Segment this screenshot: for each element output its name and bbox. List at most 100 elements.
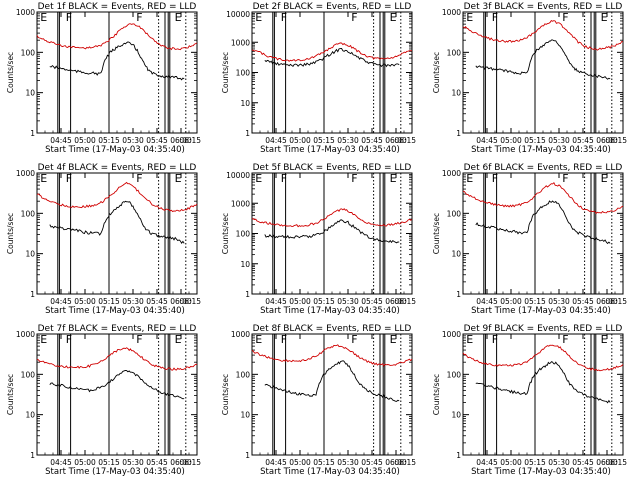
x-tick-label: 05:15 — [524, 458, 546, 467]
x-tick-label: 04:45 — [476, 136, 498, 145]
lld-rate-series — [36, 181, 198, 213]
panel-det-1: Det 1f BLACK = Events, RED = LLD 1 10 100 10… — [6, 2, 201, 155]
x-tick-label: 06:00 — [596, 297, 618, 306]
interval-marker-f: F — [66, 11, 72, 24]
lld-rate-series — [36, 347, 198, 371]
interval-marker-f: F — [351, 11, 357, 24]
y-tick-label: 100 — [236, 370, 251, 379]
event-rate-series — [475, 200, 611, 245]
event-rate-series — [475, 361, 611, 404]
interval-marker-e: E — [255, 172, 262, 185]
plot-frame — [462, 172, 624, 295]
y-tick-label: 1 — [30, 451, 35, 460]
x-tick-label: 05:15 — [313, 136, 335, 145]
plot-frame — [36, 172, 198, 295]
x-tick-label: 05:15 — [313, 458, 335, 467]
lld-rate-series — [251, 344, 413, 367]
interval-marker-f: F — [281, 333, 287, 346]
interval-marker-f: F — [351, 333, 357, 346]
x-tick-label: 04:45 — [50, 458, 72, 467]
y-axis-label: Counts/sec — [432, 213, 441, 254]
interval-marker-e: E — [601, 172, 608, 185]
event-rate-series — [49, 41, 185, 81]
interval-marker-f: F — [492, 11, 498, 24]
y-tick-label: 1000 — [16, 169, 35, 178]
y-tick-label: 1000 — [442, 330, 461, 339]
y-tick-label: 1000 — [231, 199, 250, 208]
panel-title: Det 9f BLACK = Events, RED = LLD — [464, 324, 623, 334]
x-tick-label: 05:45 — [146, 136, 168, 145]
plot-frame — [251, 333, 413, 456]
y-tick-label: 100 — [236, 69, 251, 78]
y-tick-label: 10 — [451, 89, 461, 98]
x-tick-label: 05:30 — [122, 458, 144, 467]
x-axis-label: Start Time (17-May-03 04:35:40) — [45, 467, 185, 477]
x-tick-label: 05:30 — [122, 297, 144, 306]
x-tick-label: 05:45 — [572, 136, 594, 145]
y-axis-label: Counts/sec — [221, 213, 230, 254]
panel-title: Det 6f BLACK = Events, RED = LLD — [464, 163, 623, 173]
interval-marker-f: F — [492, 333, 498, 346]
event-rate-series — [49, 200, 185, 245]
x-tick-label: 06:15 — [605, 297, 627, 306]
x-tick-label: 05:00 — [74, 297, 96, 306]
interval-marker-e: E — [255, 11, 262, 24]
panel-det-4: Det 4f BLACK = Events, RED = LLD 1 10 100 10… — [6, 163, 201, 316]
x-tick-label: 06:15 — [605, 136, 627, 145]
interval-marker-f: F — [281, 11, 287, 24]
x-tick-label: 06:00 — [170, 458, 192, 467]
x-tick-label: 05:30 — [337, 458, 359, 467]
lld-rate-series — [462, 20, 624, 51]
x-tick-label: 06:15 — [605, 458, 627, 467]
interval-marker-f: F — [66, 172, 72, 185]
x-tick-label: 05:00 — [289, 297, 311, 306]
x-tick-label: 05:45 — [361, 136, 383, 145]
interval-marker-f: F — [351, 172, 357, 185]
event-rate-series — [264, 219, 400, 244]
y-tick-label: 1 — [30, 290, 35, 299]
plot-frame — [251, 172, 413, 295]
panel-title: Det 8f BLACK = Events, RED = LLD — [253, 324, 412, 334]
y-tick-label: 1000 — [231, 330, 250, 339]
x-tick-label: 05:45 — [572, 458, 594, 467]
y-axis-label: Counts/sec — [6, 52, 15, 93]
y-tick-label-top: 10000 — [226, 10, 250, 19]
y-tick-label: 1000 — [231, 38, 250, 47]
x-tick-label: 05:15 — [98, 458, 120, 467]
x-tick-label: 05:30 — [548, 297, 570, 306]
x-tick-label: 05:00 — [74, 458, 96, 467]
interval-marker-e: E — [390, 172, 397, 185]
y-axis-label: Counts/sec — [432, 52, 441, 93]
event-rate-series — [49, 369, 185, 400]
y-tick-label: 10 — [240, 260, 250, 269]
y-tick-label: 1000 — [16, 8, 35, 17]
x-tick-label: 05:00 — [289, 458, 311, 467]
y-axis-label: Counts/sec — [6, 213, 15, 254]
y-tick-label: 1 — [245, 290, 250, 299]
panel-det-9: Det 9f BLACK = Events, RED = LLD 1 10 100 10… — [432, 324, 627, 477]
x-tick-label: 05:15 — [98, 136, 120, 145]
interval-marker-e: E — [40, 11, 47, 24]
y-axis-label: Counts/sec — [221, 52, 230, 93]
interval-marker-e: E — [40, 172, 47, 185]
interval-marker-e: E — [466, 172, 473, 185]
y-tick-label: 100 — [447, 370, 462, 379]
x-tick-label: 05:00 — [500, 297, 522, 306]
x-tick-label: 06:15 — [179, 297, 201, 306]
x-tick-label: 06:00 — [596, 458, 618, 467]
x-tick-label: 04:45 — [50, 136, 72, 145]
interval-marker-e: E — [175, 333, 182, 346]
x-tick-label: 05:00 — [289, 136, 311, 145]
lld-rate-series — [462, 181, 624, 215]
x-tick-label: 05:45 — [146, 458, 168, 467]
y-tick-label: 10 — [240, 411, 250, 420]
interval-marker-e: E — [175, 172, 182, 185]
x-tick-label: 05:15 — [98, 297, 120, 306]
interval-marker-f: F — [562, 333, 568, 346]
interval-marker-e: E — [390, 11, 397, 24]
interval-marker-e: E — [40, 333, 47, 346]
y-tick-label: 100 — [447, 48, 462, 57]
x-tick-label: 05:00 — [74, 136, 96, 145]
plot-frame — [36, 11, 198, 134]
x-tick-label: 04:45 — [265, 458, 287, 467]
